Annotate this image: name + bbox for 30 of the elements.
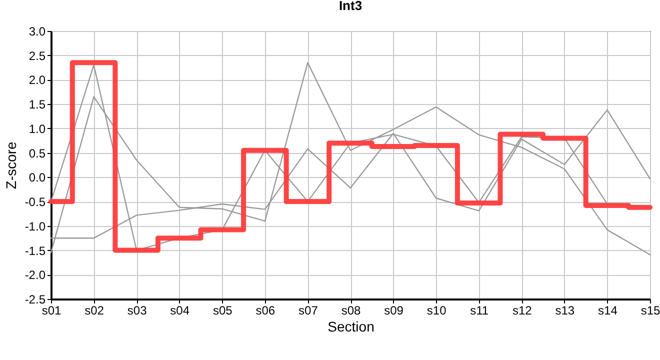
y-tick-label: 0.5: [28, 146, 46, 160]
x-tick-label: s10: [426, 304, 447, 318]
y-tick-label: 2.5: [28, 48, 46, 63]
x-tick-label: s01: [42, 304, 62, 318]
x-tick-label: s13: [555, 304, 575, 318]
y-tick-label: -1.5: [24, 244, 46, 258]
y-tick-label: 1.0: [28, 122, 46, 136]
y-tick-label: -1.0: [24, 219, 46, 234]
y-tick-label: -2.5: [24, 292, 46, 306]
x-tick-label: s05: [212, 304, 233, 318]
y-tick-label: 1.5: [28, 98, 46, 112]
x-tick-label: s14: [598, 304, 618, 318]
x-tick-label: s06: [256, 304, 276, 318]
x-tick-label: s15: [640, 304, 660, 318]
x-tick-label: s08: [341, 304, 361, 318]
y-tick-label: 0.0: [28, 170, 46, 185]
y-tick-label: -2.0: [24, 268, 46, 282]
x-tick-label: s09: [384, 304, 404, 318]
x-tick-label: s07: [298, 304, 318, 318]
x-tick-label: s04: [170, 304, 190, 318]
x-axis-title: Section: [328, 318, 374, 334]
y-tick-label: 2.0: [28, 73, 46, 88]
y-tick-label: -0.5: [24, 195, 46, 210]
x-tick-label: s12: [512, 304, 532, 318]
x-tick-label: s03: [127, 304, 148, 318]
x-tick-label: s11: [470, 304, 489, 318]
y-tick-label: 3.0: [28, 24, 46, 38]
chart-title: Int3: [338, 0, 362, 13]
x-tick-label: s02: [84, 304, 104, 318]
y-axis-title: Z-score: [2, 142, 19, 190]
